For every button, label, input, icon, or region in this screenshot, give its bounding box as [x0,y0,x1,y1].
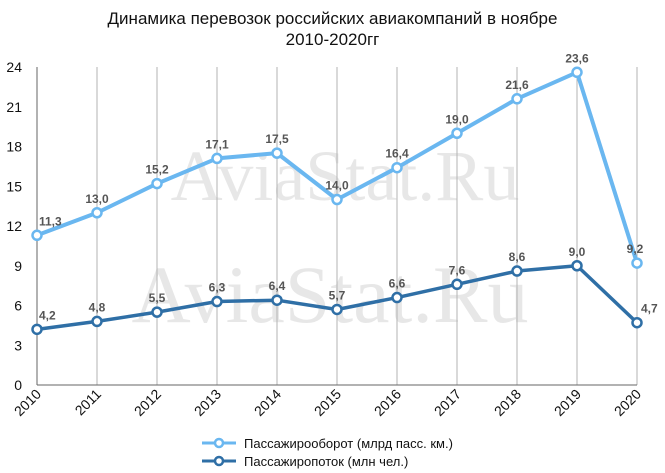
data-label-0-2015: 14,0 [325,179,349,193]
data-label-0-2018: 21,6 [505,78,529,92]
data-label-0-2014: 17,5 [265,132,289,146]
point-1-2015 [331,303,343,316]
data-label-0-2012: 15,2 [145,163,169,177]
point-1-2016 [391,291,403,304]
y-tick-label-18: 18 [6,139,22,155]
chart-title-line-1: Динамика перевозок российских авиакомпан… [107,9,558,28]
point-0-2018 [511,93,523,105]
point-0-2017 [451,127,463,139]
data-label-0-2016: 16,4 [385,147,409,161]
legend-swatch-passenger-traffic [202,455,236,467]
x-tick-label-2018: 2018 [491,386,524,419]
legend: Пассажирооборот (млрд пасс. км.) Пассажи… [200,434,453,470]
data-label-1-2016: 6,6 [389,277,406,291]
x-tick-label-2012: 2012 [131,386,164,419]
legend-label-passenger-traffic: Пассажиропоток (млн чел.) [244,453,409,469]
point-0-2010 [31,229,43,242]
x-tick-label-2016: 2016 [371,386,404,419]
legend-label-passenger-turnover: Пассажирооборот (млрд пасс. км.) [244,435,453,451]
point-1-2011 [91,315,103,328]
y-tick-label-24: 24 [6,59,22,75]
x-tick-label-2015: 2015 [311,386,344,419]
x-tick-label-2011: 2011 [72,386,105,419]
point-0-2013 [211,152,223,165]
chart-title-line-2: 2010-2020гг [285,30,380,49]
data-label-1-2013: 6,3 [209,281,226,295]
point-0-2012 [151,177,163,190]
y-tick-label-12: 12 [6,218,22,234]
y-tick-label-0: 0 [14,377,22,393]
point-1-2010 [31,323,43,336]
point-1-2014 [271,294,283,306]
y-tick-label-21: 21 [6,99,22,115]
data-label-0-2020: 9,2 [627,242,644,256]
data-label-0-2019: 23,6 [565,51,589,65]
y-tick-label-9: 9 [14,258,22,274]
data-label-0-2017: 19,0 [445,112,469,126]
point-0-2014 [271,147,283,159]
point-1-2020 [631,316,643,329]
y-tick-label-3: 3 [14,337,22,353]
point-0-2020 [631,257,643,269]
data-label-1-2010: 4,2 [39,308,56,322]
point-0-2011 [91,207,103,219]
data-label-1-2018: 8,6 [509,250,526,264]
point-0-2019 [571,66,583,79]
point-1-2017 [451,278,463,291]
x-tick-label-2017: 2017 [431,386,464,419]
data-label-1-2017: 7,6 [449,263,466,277]
data-label-0-2013: 17,1 [205,137,229,151]
data-label-0-2010: 11,3 [39,214,62,228]
point-1-2019 [571,260,583,272]
point-0-2015 [331,193,343,206]
y-tick-label-15: 15 [6,178,22,194]
data-label-1-2012: 5,5 [149,291,166,305]
x-tick-label-2020: 2020 [611,386,644,419]
chart-title: Динамика перевозок российских авиакомпан… [0,8,665,50]
data-label-1-2020: 4,7 [641,302,658,316]
x-tick-label-2013: 2013 [191,386,224,419]
point-1-2018 [511,265,523,277]
point-1-2012 [151,306,163,318]
data-label-1-2019: 9,0 [569,245,586,259]
point-1-2013 [211,295,223,308]
y-tick-label-6: 6 [14,298,22,314]
data-label-1-2011: 4,8 [89,300,106,314]
watermark-top: AviaStat.Ru [171,136,520,216]
legend-item-passenger-turnover: Пассажирооборот (млрд пасс. км.) [200,434,453,452]
data-label-0-2011: 13,0 [85,192,109,206]
legend-swatch-passenger-turnover [202,437,236,449]
point-0-2016 [391,161,403,174]
x-tick-label-2019: 2019 [551,386,584,419]
legend-item-passenger-traffic: Пассажиропоток (млн чел.) [200,452,453,470]
data-label-1-2015: 5,7 [329,288,346,302]
data-label-1-2014: 6,4 [269,279,286,293]
x-tick-label-2014: 2014 [251,386,284,419]
watermark-bottom: AviaStat.Ru [131,249,528,340]
